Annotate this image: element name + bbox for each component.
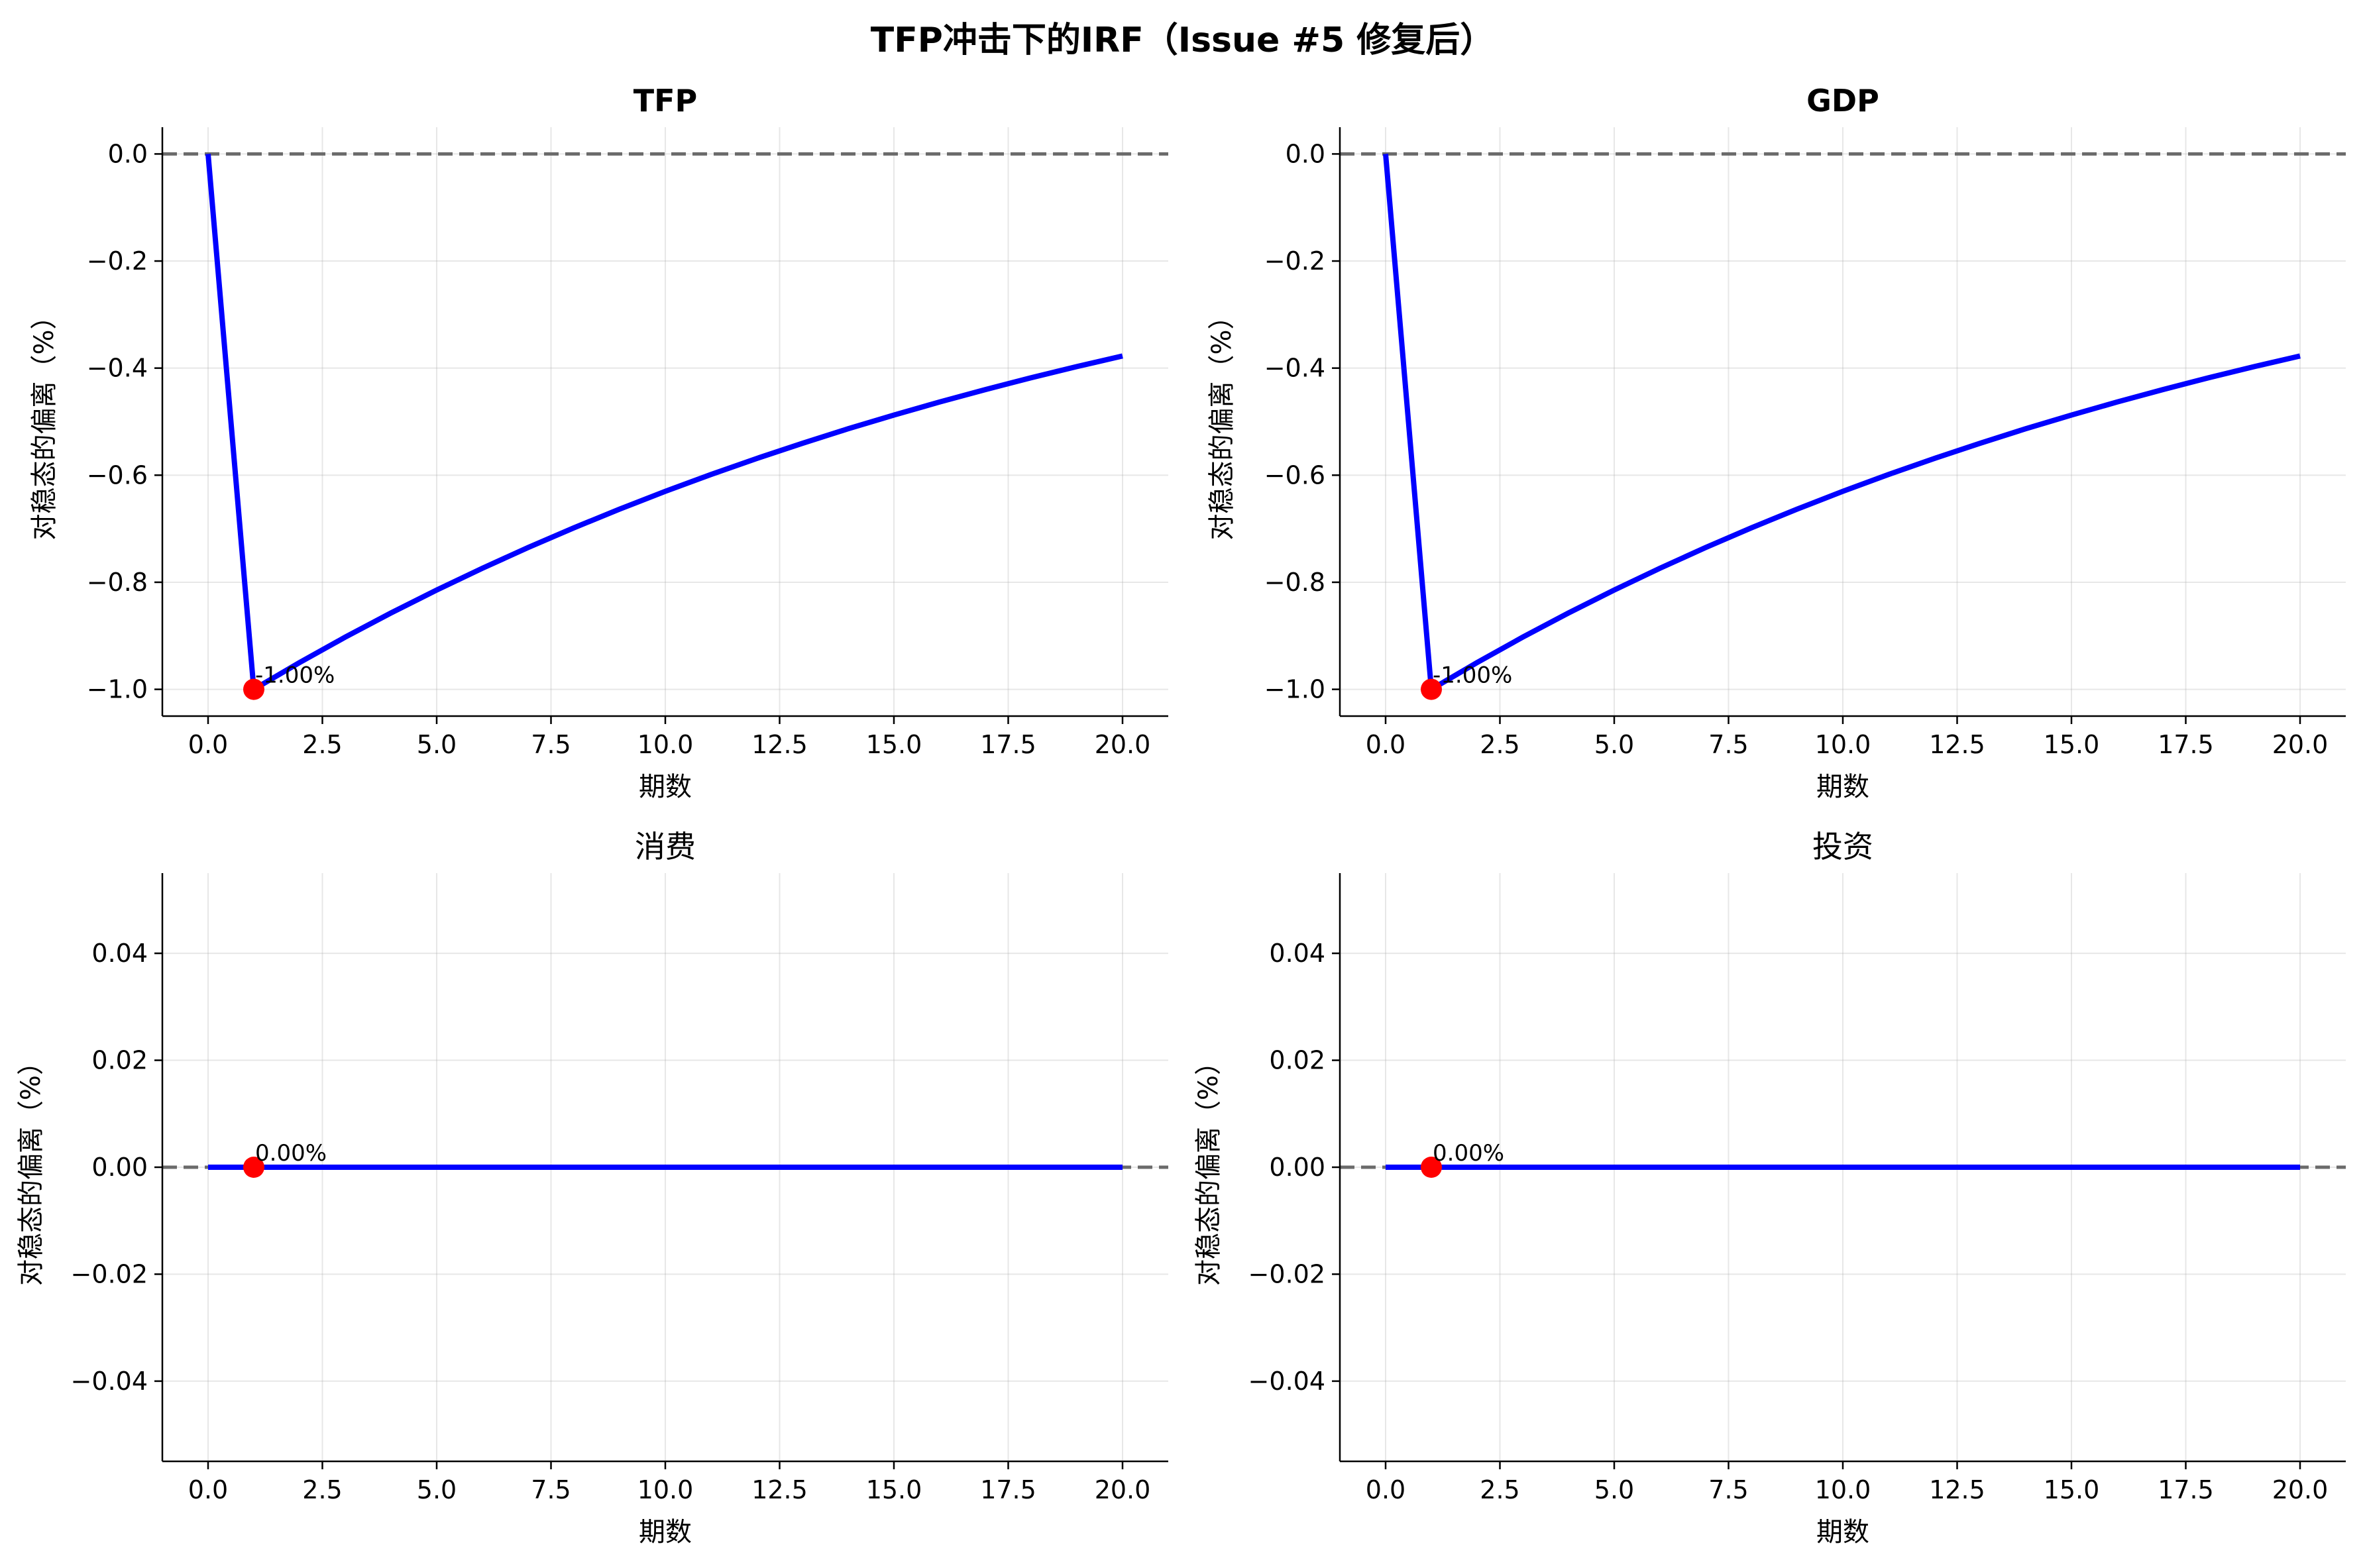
y-tick-label: −0.6 [87,460,148,490]
y-tick-label: −1.0 [87,675,148,704]
y-tick-label: −0.2 [87,246,148,276]
x-tick-label: 0.0 [188,730,228,759]
x-tick-label: 10.0 [637,730,694,759]
x-tick-label: 5.0 [417,730,457,759]
x-axis-label: 期数 [639,772,692,802]
peak-marker [243,678,264,700]
x-tick-label: 20.0 [1095,730,1151,759]
x-tick-label: 17.5 [980,730,1036,759]
x-tick-label: 7.5 [531,730,571,759]
x-tick-label: 2.5 [302,730,342,759]
y-tick-label: 0.0 [108,139,148,168]
x-tick-label: 15.0 [866,730,922,759]
irf-series-line [205,154,1123,692]
y-tick-label: −0.8 [87,568,148,597]
figure-title: TFP冲击下的IRF（Issue #5 修复后） [870,21,1495,60]
y-axis-label: 对稳态的偏离（%） [29,303,60,540]
peak-annotation: -1.00% [255,662,335,689]
panel-title: TFP [633,83,698,119]
x-tick-label: 12.5 [751,730,808,759]
y-tick-label: −0.4 [87,354,148,383]
